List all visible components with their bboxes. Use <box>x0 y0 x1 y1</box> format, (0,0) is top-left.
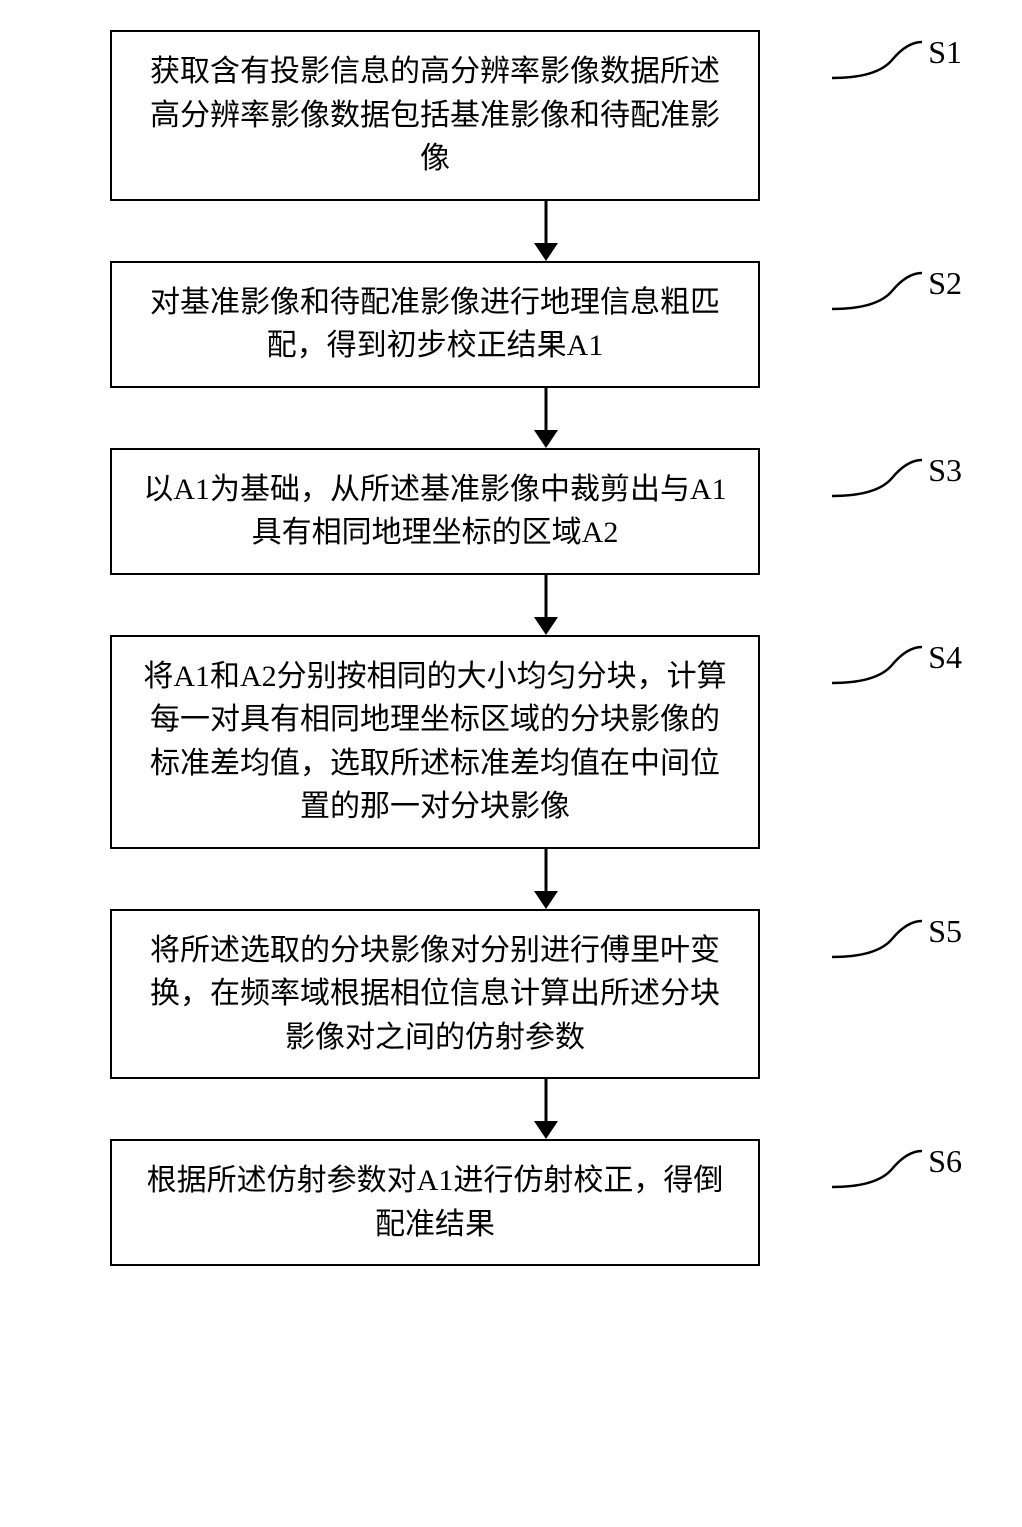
connector-curve-icon <box>832 458 922 498</box>
label-area-1: S1 <box>832 40 962 80</box>
step-row-5: 将所述选取的分块影像对分别进行傅里叶变换，在频率域根据相位信息计算出所述分块影像… <box>40 909 982 1080</box>
arrow-container-1 <box>221 201 871 261</box>
connector-curve-icon <box>832 919 922 959</box>
step-box-3: 以A1为基础，从所述基准影像中裁剪出与A1具有相同地理坐标的区域A2 <box>110 448 760 575</box>
connector-curve-icon <box>832 271 922 311</box>
label-area-4: S4 <box>832 645 962 685</box>
connector-curve-icon <box>832 645 922 685</box>
arrow-down-icon <box>526 388 566 448</box>
flowchart-container: 获取含有投影信息的高分辨率影像数据所述高分辨率影像数据包括基准影像和待配准影像 … <box>40 30 982 1266</box>
step-box-6: 根据所述仿射参数对A1进行仿射校正，得倒配准结果 <box>110 1139 760 1266</box>
arrow-down-icon <box>526 575 566 635</box>
step-label-6: S6 <box>928 1143 962 1180</box>
step-label-2: S2 <box>928 265 962 302</box>
step-label-3: S3 <box>928 452 962 489</box>
step-box-1: 获取含有投影信息的高分辨率影像数据所述高分辨率影像数据包括基准影像和待配准影像 <box>110 30 760 201</box>
step-row-6: 根据所述仿射参数对A1进行仿射校正，得倒配准结果 S6 <box>40 1139 982 1266</box>
step-row-2: 对基准影像和待配准影像进行地理信息粗匹配，得到初步校正结果A1 S2 <box>40 261 982 388</box>
label-area-2: S2 <box>832 271 962 311</box>
connector-curve-icon <box>832 1149 922 1189</box>
arrow-down-icon <box>526 849 566 909</box>
step-row-1: 获取含有投影信息的高分辨率影像数据所述高分辨率影像数据包括基准影像和待配准影像 … <box>40 30 982 201</box>
step-label-1: S1 <box>928 34 962 71</box>
step-label-5: S5 <box>928 913 962 950</box>
step-box-5: 将所述选取的分块影像对分别进行傅里叶变换，在频率域根据相位信息计算出所述分块影像… <box>110 909 760 1080</box>
arrow-container-4 <box>221 849 871 909</box>
arrow-down-icon <box>526 201 566 261</box>
step-box-4: 将A1和A2分别按相同的大小均匀分块，计算每一对具有相同地理坐标区域的分块影像的… <box>110 635 760 849</box>
arrow-down-icon <box>526 1079 566 1139</box>
arrow-container-2 <box>221 388 871 448</box>
connector-curve-icon <box>832 40 922 80</box>
arrow-container-5 <box>221 1079 871 1139</box>
label-area-5: S5 <box>832 919 962 959</box>
step-row-3: 以A1为基础，从所述基准影像中裁剪出与A1具有相同地理坐标的区域A2 S3 <box>40 448 982 575</box>
label-area-6: S6 <box>832 1149 962 1189</box>
arrow-container-3 <box>221 575 871 635</box>
step-label-4: S4 <box>928 639 962 676</box>
label-area-3: S3 <box>832 458 962 498</box>
step-box-2: 对基准影像和待配准影像进行地理信息粗匹配，得到初步校正结果A1 <box>110 261 760 388</box>
step-row-4: 将A1和A2分别按相同的大小均匀分块，计算每一对具有相同地理坐标区域的分块影像的… <box>40 635 982 849</box>
